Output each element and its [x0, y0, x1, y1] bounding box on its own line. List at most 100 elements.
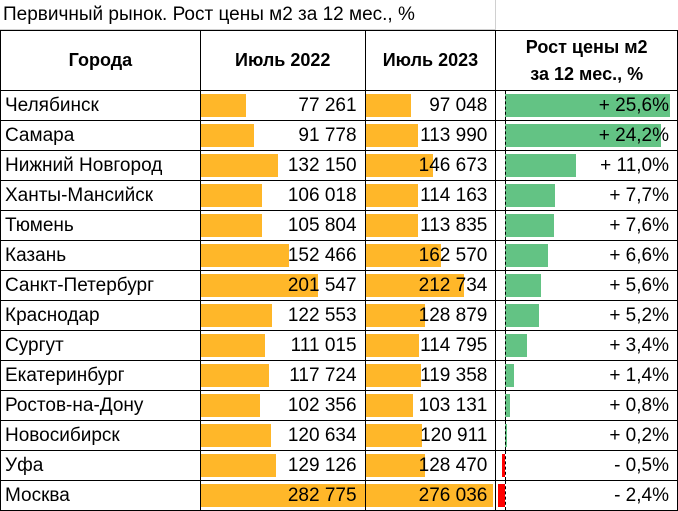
table-row: Нижний Новгород 132 150 146 673 + 11,0% [0, 150, 678, 181]
jul2023-cell: 114 795 [364, 330, 497, 361]
city-cell: Екатеринбург [0, 360, 201, 391]
city-cell: Ростов-на-Дону [0, 390, 201, 421]
growth-cell: - 0,5% [495, 450, 678, 481]
jul2022-bar [201, 184, 262, 207]
jul2022-cell: 201 547 [199, 270, 366, 301]
jul2022-bar [201, 484, 365, 507]
jul2022-bar [201, 424, 271, 447]
jul2022-value: 282 775 [287, 484, 357, 506]
jul2022-cell: 106 018 [199, 180, 366, 211]
growth-cell: + 0,2% [495, 420, 678, 451]
jul2022-value: 111 015 [290, 334, 357, 356]
jul2022-value: 201 547 [287, 274, 357, 296]
growth-cell: + 6,6% [495, 240, 678, 271]
jul2023-bar [366, 394, 413, 417]
growth-value: + 11,0% [600, 154, 669, 176]
zero-axis [505, 181, 507, 210]
growth-cell: + 25,6% [495, 90, 678, 121]
jul2023-value: 113 835 [420, 214, 488, 236]
jul2022-value: 91 778 [298, 124, 357, 146]
jul2022-cell: 91 778 [199, 120, 366, 151]
jul2022-cell: 132 150 [199, 150, 366, 181]
growth-cell: + 5,6% [495, 270, 678, 301]
zero-axis [505, 301, 507, 330]
growth-cell: - 2,4% [495, 480, 678, 511]
jul2023-value: 119 358 [420, 364, 488, 386]
growth-value: + 5,2% [609, 304, 669, 326]
jul2023-bar [366, 334, 419, 357]
table-row: Москва 282 775 276 036 - 2,4% [0, 480, 678, 511]
jul2023-bar [366, 184, 418, 207]
zero-axis [505, 91, 507, 120]
jul2022-cell: 111 015 [199, 330, 366, 361]
jul2023-cell: 128 879 [364, 300, 497, 331]
table-body: Челябинск 77 261 97 048 + 25,6% Самара 91 778… [0, 90, 678, 511]
jul2023-cell: 162 570 [364, 240, 497, 271]
jul2023-cell: 128 470 [364, 450, 497, 481]
zero-axis [505, 481, 507, 510]
growth-bar [505, 124, 662, 147]
city-cell: Уфа [0, 450, 201, 481]
city-cell: Самара [0, 120, 201, 151]
jul2022-bar [201, 364, 269, 387]
growth-value: + 1,4% [609, 364, 669, 386]
jul2023-cell: 276 036 [364, 480, 497, 511]
growth-bar [505, 394, 511, 417]
jul2022-value: 120 634 [287, 424, 357, 446]
table-row: Сургут 111 015 114 795 + 3,4% [0, 330, 678, 361]
growth-cell: + 1,4% [495, 360, 678, 391]
jul2023-value: 212 734 [418, 274, 488, 296]
growth-bar [502, 454, 506, 477]
jul2023-cell: 212 734 [364, 270, 497, 301]
growth-bar [505, 364, 515, 387]
zero-axis [505, 241, 507, 270]
growth-cell: + 7,6% [495, 210, 678, 241]
jul2023-cell: 146 673 [364, 150, 497, 181]
city-cell: Краснодар [0, 300, 201, 331]
jul2023-value: 97 048 [429, 94, 488, 116]
growth-bar [505, 424, 508, 447]
growth-cell: + 24,2% [495, 120, 678, 151]
growth-bar [505, 214, 555, 237]
table-row: Екатеринбург 117 724 119 358 + 1,4% [0, 360, 678, 391]
city-cell: Ханты-Мансийск [0, 180, 201, 211]
jul2023-value: 103 131 [418, 394, 488, 416]
jul2023-cell: 103 131 [364, 390, 497, 421]
growth-value: + 24,2% [598, 124, 669, 146]
growth-bar [505, 154, 577, 177]
jul2022-value: 152 466 [287, 244, 357, 266]
jul2023-value: 276 036 [418, 484, 488, 506]
jul2022-cell: 282 775 [199, 480, 366, 511]
growth-value: + 25,6% [598, 94, 669, 116]
jul2022-bar [201, 244, 289, 267]
jul2023-value: 120 911 [420, 424, 488, 446]
jul2022-cell: 117 724 [199, 360, 366, 391]
growth-cell: + 3,4% [495, 330, 678, 361]
jul2022-value: 132 150 [287, 154, 357, 176]
jul2022-bar [201, 94, 246, 117]
jul2023-value: 146 673 [418, 154, 488, 176]
table-row: Ростов-на-Дону 102 356 103 131 + 0,8% [0, 390, 678, 421]
jul2022-value: 122 553 [287, 304, 357, 326]
jul2023-bar [366, 454, 425, 477]
zero-axis [505, 151, 507, 180]
jul2022-value: 129 126 [287, 454, 357, 476]
growth-cell: + 11,0% [495, 150, 678, 181]
jul2022-cell: 129 126 [199, 450, 366, 481]
growth-bar [505, 244, 549, 267]
zero-axis [505, 211, 507, 240]
header-growth-line1: Рост цены м2 [525, 36, 648, 57]
header-jul2023: Июль 2023 [364, 30, 497, 91]
jul2022-bar [201, 154, 278, 177]
growth-value: + 7,7% [609, 184, 669, 206]
growth-bar [505, 94, 671, 117]
jul2023-cell: 120 911 [364, 420, 497, 451]
price-table: Города Июль 2022 Июль 2023 Рост цены м2 … [0, 30, 678, 511]
growth-value: + 7,6% [609, 214, 669, 236]
table-row: Тюмень 105 804 113 835 + 7,6% [0, 210, 678, 241]
table-row: Самара 91 778 113 990 + 24,2% [0, 120, 678, 151]
growth-cell: + 5,2% [495, 300, 678, 331]
growth-value: - 0,5% [614, 454, 669, 476]
growth-value: + 0,2% [609, 424, 669, 446]
